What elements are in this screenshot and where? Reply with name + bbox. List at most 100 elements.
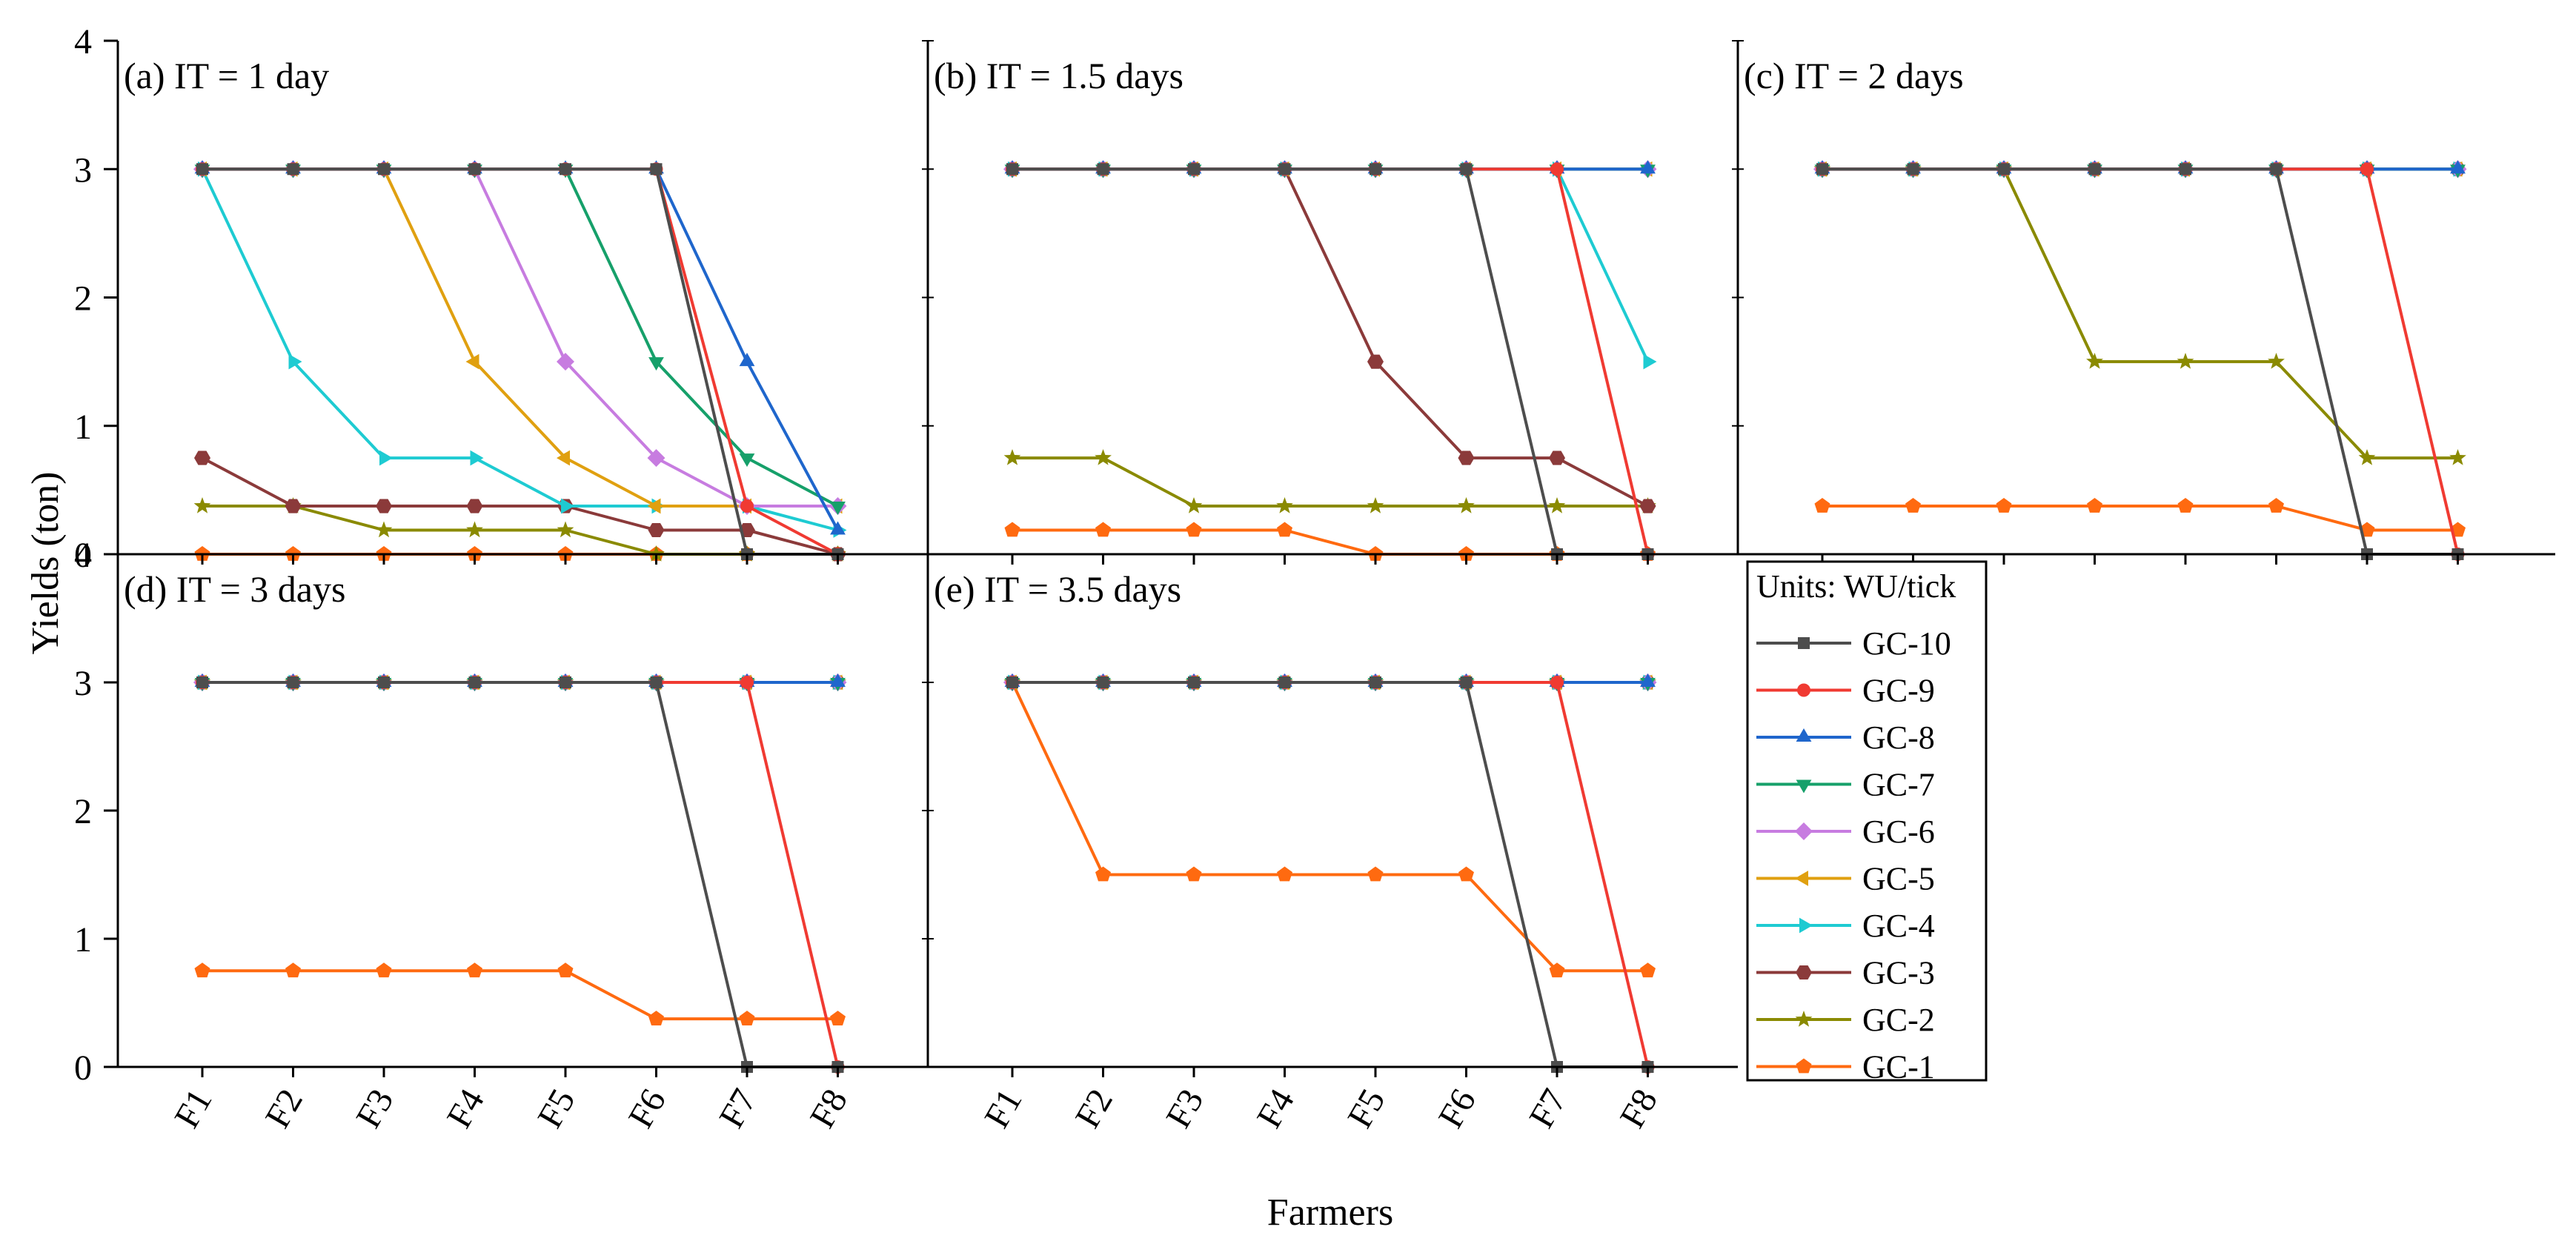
x-tick-label: F7 <box>1521 1082 1574 1134</box>
data-point <box>1006 676 1018 688</box>
data-point <box>1367 354 1384 369</box>
data-point <box>557 962 574 978</box>
data-point <box>739 1011 755 1025</box>
legend-label: GC-9 <box>1862 673 1935 709</box>
data-point <box>557 450 570 466</box>
data-point <box>740 676 754 689</box>
y-tick-label: 4 <box>74 22 92 61</box>
series-gc-2 <box>1813 160 2466 465</box>
data-point <box>2180 163 2191 176</box>
legend-entry: GC-6 <box>1756 814 1935 850</box>
x-tick-label: F6 <box>621 1082 674 1134</box>
legend-marker <box>1796 965 1812 979</box>
y-tick-label: 0 <box>74 536 92 575</box>
series-line <box>1822 167 2458 556</box>
legend-marker <box>1796 779 1812 794</box>
panel-1: (a) IT = 1 day <box>124 55 847 562</box>
data-point <box>1186 522 1202 537</box>
y-tick-label: 1 <box>74 920 92 959</box>
x-tick-label: F8 <box>1613 1082 1665 1134</box>
data-point <box>466 499 483 513</box>
data-point <box>1905 498 1921 513</box>
data-point <box>1097 163 1109 176</box>
data-point <box>648 523 665 537</box>
legend-label: GC-2 <box>1862 1002 1935 1038</box>
data-point <box>1188 163 1200 176</box>
data-point <box>1370 163 1381 176</box>
legend-marker <box>1799 917 1813 934</box>
data-point <box>1550 162 1564 176</box>
panel-title: (c) IT = 2 days <box>1744 55 1964 96</box>
series-line <box>1011 682 1648 973</box>
data-point <box>2177 498 2194 513</box>
data-point <box>378 163 390 176</box>
series-line <box>202 681 838 1068</box>
data-point <box>739 353 755 367</box>
x-tick-label: F7 <box>711 1082 764 1134</box>
y-tick-label: 4 <box>74 536 92 575</box>
data-point <box>1458 866 1474 882</box>
data-point <box>1814 498 1830 513</box>
legend-label: GC-5 <box>1862 861 1935 897</box>
series-line <box>1012 456 1648 508</box>
data-point <box>378 676 390 688</box>
legend-entry: GC-8 <box>1756 719 1935 756</box>
data-point <box>557 353 574 371</box>
legend-label: GC-10 <box>1862 625 1951 662</box>
panel-2: (b) IT = 1.5 days <box>934 55 1657 561</box>
x-tick-label: F2 <box>258 1082 311 1134</box>
series-gc-10 <box>1816 163 2464 560</box>
legend-marker <box>1795 822 1813 840</box>
data-point <box>1640 673 1656 687</box>
x-tick-label: F2 <box>1068 1082 1121 1134</box>
data-point <box>2358 449 2376 465</box>
data-point <box>648 357 664 371</box>
series-line <box>202 456 839 556</box>
y-tick-label: 2 <box>74 792 92 831</box>
data-point <box>466 521 483 538</box>
data-point <box>647 449 665 468</box>
data-point <box>739 453 755 468</box>
data-point <box>2268 498 2284 513</box>
panel-5: (e) IT = 3.5 days <box>934 568 1657 1074</box>
series-line <box>202 167 838 556</box>
data-point <box>650 163 663 176</box>
data-point <box>560 676 571 688</box>
data-point <box>830 1011 846 1025</box>
data-point <box>830 673 846 687</box>
data-point <box>1277 866 1292 882</box>
series-line <box>1822 505 2458 532</box>
data-point <box>1095 449 1112 465</box>
data-point <box>1095 866 1111 882</box>
data-point <box>376 499 392 513</box>
data-point <box>1458 497 1475 513</box>
y-tick-label: 2 <box>74 279 92 319</box>
series-gc-10 <box>196 163 844 560</box>
y-tick-label: 1 <box>74 408 92 447</box>
data-point <box>830 502 846 515</box>
x-axis-label: Farmers <box>1267 1191 1393 1234</box>
data-point <box>2086 353 2103 369</box>
legend-label: GC-1 <box>1862 1049 1935 1085</box>
data-point <box>1278 676 1291 688</box>
data-point <box>1548 497 1566 513</box>
data-point <box>1907 163 1919 176</box>
data-point <box>288 353 302 370</box>
series-gc-1 <box>1004 674 1656 978</box>
series-gc-8 <box>194 160 846 535</box>
panel-title: (a) IT = 1 day <box>124 55 329 96</box>
data-point <box>285 499 302 513</box>
data-point <box>1278 163 1291 176</box>
legend-marker <box>1796 1058 1812 1074</box>
data-point <box>1550 676 1564 689</box>
panel-4: (d) IT = 3 days <box>124 568 847 1074</box>
x-tick-label: F5 <box>1340 1082 1392 1134</box>
legend-marker <box>1797 683 1810 697</box>
legend-title: Units: WU/tick <box>1756 568 1956 605</box>
data-point <box>196 676 208 688</box>
data-point <box>1097 676 1109 688</box>
data-point <box>465 353 479 370</box>
y-tick-label: 3 <box>74 150 92 190</box>
legend-entry: GC-3 <box>1756 955 1935 991</box>
